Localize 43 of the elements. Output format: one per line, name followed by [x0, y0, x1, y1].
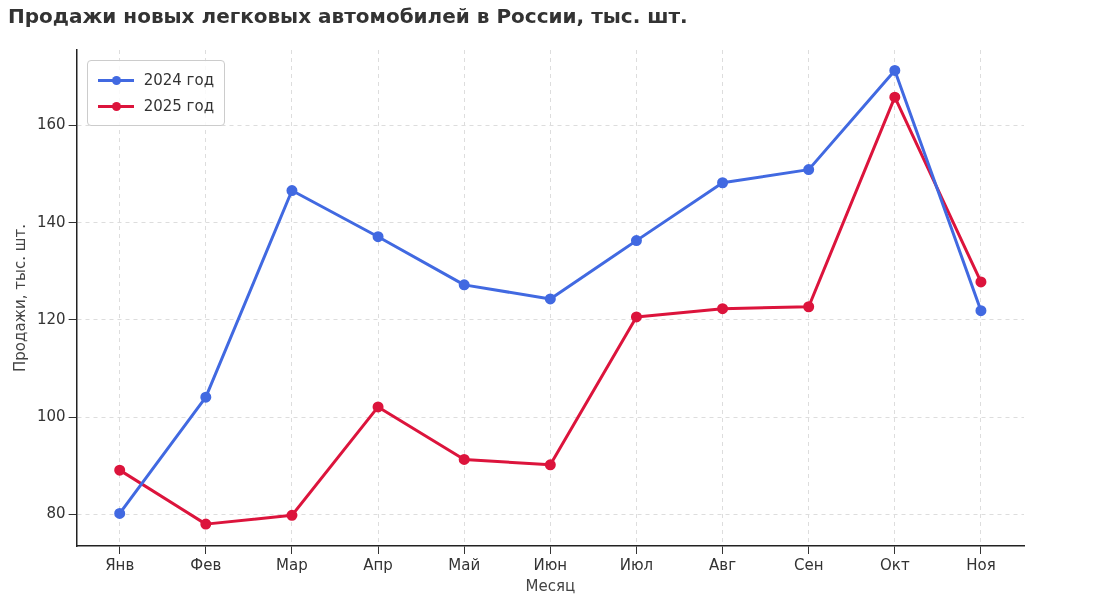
x-tick-label: Окт — [880, 555, 910, 574]
x-tick-label: Апр — [363, 555, 393, 574]
x-tick-label: Янв — [105, 555, 135, 574]
point — [200, 391, 212, 403]
x-axis-title: Месяц — [525, 576, 576, 595]
point — [114, 507, 126, 519]
y-tick-label: 80 — [46, 504, 66, 523]
point — [889, 64, 901, 76]
x-tick-label: Ноя — [966, 555, 996, 574]
x-tick-label: Фев — [190, 555, 222, 574]
point — [286, 509, 298, 521]
point — [717, 177, 729, 189]
point — [372, 231, 384, 243]
point — [630, 235, 642, 247]
point — [458, 279, 470, 291]
point — [372, 401, 384, 413]
point — [889, 91, 901, 103]
y-tick-label: 140 — [36, 212, 66, 231]
point — [975, 276, 987, 288]
x-tick-label: Июн — [533, 555, 568, 574]
point — [975, 305, 987, 317]
point — [544, 293, 556, 305]
chart-title: Продажи новых легковых автомобилей в России, тыс. шт. — [8, 4, 688, 29]
y-tick-label: 120 — [36, 309, 66, 328]
x-tick-label: Мар — [276, 555, 308, 574]
point — [630, 311, 642, 323]
y-axis-title: Продажи, тыс. шт. — [10, 224, 29, 372]
x-tick-label: Сен — [793, 555, 824, 574]
x-tick-label: Май — [448, 555, 481, 574]
point — [803, 301, 815, 313]
y-tick-label: 160 — [36, 115, 66, 134]
point — [286, 185, 298, 197]
point — [717, 303, 729, 315]
point — [803, 164, 815, 176]
point — [200, 518, 212, 530]
legend-label: 2025 год — [143, 97, 214, 115]
point — [544, 459, 556, 471]
legend-label: 2024 год — [143, 71, 214, 89]
point — [458, 453, 470, 465]
y-tick-label: 100 — [36, 407, 66, 426]
point — [114, 464, 126, 476]
x-tick-label: Авг — [709, 555, 737, 574]
x-tick-label: Июл — [619, 555, 654, 574]
